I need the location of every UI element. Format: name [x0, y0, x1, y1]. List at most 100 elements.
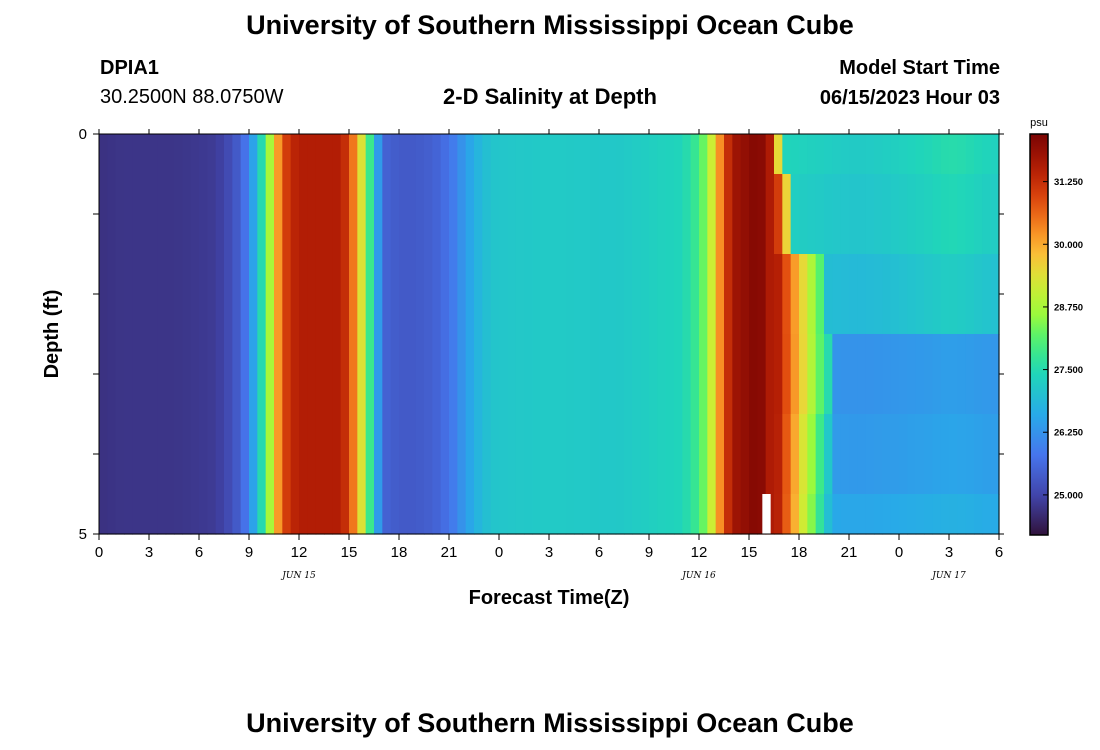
heatmap-cell: [190, 334, 200, 415]
heatmap-cell: [232, 494, 242, 535]
heatmap-cell: [807, 494, 817, 535]
heatmap-cell: [774, 494, 783, 535]
heatmap-cell: [982, 254, 992, 335]
page-title: University of Southern Mississippi Ocean…: [246, 10, 854, 40]
heatmap-cell: [974, 494, 983, 535]
heatmap-cell: [324, 494, 333, 535]
heatmap-cell: [940, 174, 950, 255]
heatmap-cell: [315, 254, 325, 335]
heatmap-cell: [240, 174, 250, 255]
heatmap-cell: [782, 334, 792, 415]
heatmap-cell: [640, 334, 650, 415]
heatmap-cell: [240, 134, 250, 175]
heatmap-cell: [374, 414, 383, 495]
heatmap-cell: [149, 334, 158, 415]
y-axis-ticks: 05: [79, 126, 1004, 543]
heatmap-cell: [365, 174, 375, 255]
heatmap-cell: [582, 174, 592, 255]
colorbar-unit-label: psu: [1030, 117, 1048, 129]
heatmap-cell: [315, 414, 325, 495]
heatmap-cell: [307, 174, 317, 255]
heatmap-cell: [974, 254, 983, 335]
heatmap-cell: [390, 174, 400, 255]
heatmap-cell: [865, 334, 875, 415]
heatmap-cell: [740, 134, 750, 175]
heatmap-cell: [240, 494, 250, 535]
heatmap-cell: [790, 494, 800, 535]
heatmap-cell: [424, 254, 433, 335]
heatmap-cell: [574, 134, 583, 175]
heatmap-cell: [924, 414, 933, 495]
heatmap-cell: [782, 174, 792, 255]
heatmap-cell: [949, 334, 958, 415]
heatmap-cell: [382, 254, 392, 335]
heatmap-cell: [315, 134, 325, 175]
heatmap-cell: [465, 134, 475, 175]
heatmap-cell: [157, 134, 167, 175]
missing-data-cells: [762, 494, 771, 534]
heatmap-cell: [482, 174, 492, 255]
heatmap-cell: [874, 134, 883, 175]
heatmap-cell: [324, 134, 333, 175]
heatmap-cell: [457, 134, 467, 175]
heatmap-cell: [315, 334, 325, 415]
heatmap-cell: [465, 494, 475, 535]
heatmap-cell: [424, 414, 433, 495]
heatmap-cell: [590, 494, 600, 535]
heatmap-cell: [365, 254, 375, 335]
heatmap-cell: [774, 414, 783, 495]
heatmap-cell: [99, 334, 108, 415]
heatmap-cell: [124, 174, 133, 255]
heatmap-cell: [349, 134, 358, 175]
heatmap-cell: [482, 134, 492, 175]
heatmap-cell: [832, 174, 842, 255]
heatmap-cell: [990, 254, 1000, 335]
heatmap-cell: [974, 174, 983, 255]
x-tick-label: 12: [691, 544, 708, 561]
heatmap-cell: [490, 134, 500, 175]
heatmap-cell: [765, 414, 775, 495]
heatmap-cell: [565, 134, 575, 175]
heatmap-cell: [857, 134, 867, 175]
heatmap-cell: [190, 134, 200, 175]
heatmap-cell: [749, 334, 758, 415]
heatmap-cell: [549, 334, 558, 415]
heatmap-cell: [707, 174, 717, 255]
heatmap-cell: [732, 414, 742, 495]
heatmap-cell: [757, 174, 767, 255]
heatmap-cell: [632, 134, 642, 175]
heatmap-cell: [257, 134, 267, 175]
heatmap-cell: [257, 494, 267, 535]
heatmap-cell: [199, 254, 208, 335]
heatmap-cell: [274, 494, 283, 535]
heatmap-cell: [832, 134, 842, 175]
heatmap-cell: [190, 254, 200, 335]
heatmap-cell: [524, 414, 533, 495]
heatmap-cell: [507, 134, 517, 175]
heatmap-cell: [824, 334, 833, 415]
heatmap-cell: [690, 494, 700, 535]
heatmap-cell: [332, 414, 342, 495]
heatmap-cell: [665, 494, 675, 535]
colorbar-tick-label: 28.750: [1054, 302, 1083, 313]
heatmap-cell: [307, 494, 317, 535]
heatmap-cell: [557, 414, 567, 495]
heatmap-cell: [182, 134, 192, 175]
heatmap-cell: [557, 334, 567, 415]
heatmap-cell: [749, 494, 758, 535]
heatmap-cell: [865, 134, 875, 175]
x-tick-label: 15: [741, 544, 758, 561]
heatmap-cell: [132, 134, 142, 175]
heatmap-cell: [240, 414, 250, 495]
heatmap-cell: [115, 174, 125, 255]
heatmap-cell: [757, 254, 767, 335]
heatmap-cell: [824, 254, 833, 335]
heatmap-cell: [524, 254, 533, 335]
heatmap-cell: [957, 414, 967, 495]
heatmap-cell: [265, 334, 275, 415]
heatmap-cell: [640, 414, 650, 495]
heatmap-cell: [224, 134, 233, 175]
heatmap-cell: [582, 134, 592, 175]
heatmap-cell: [224, 414, 233, 495]
heatmap-cell: [949, 414, 958, 495]
